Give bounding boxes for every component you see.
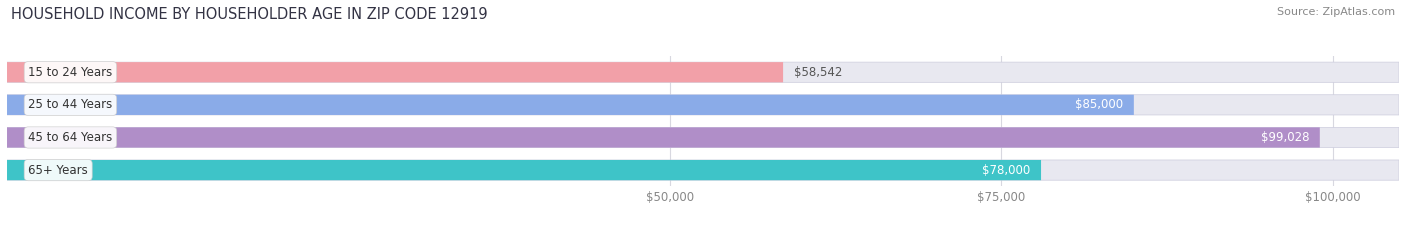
Text: 45 to 64 Years: 45 to 64 Years (28, 131, 112, 144)
FancyBboxPatch shape (7, 95, 1133, 115)
Text: 15 to 24 Years: 15 to 24 Years (28, 66, 112, 79)
FancyBboxPatch shape (7, 127, 1399, 147)
Text: $58,542: $58,542 (794, 66, 842, 79)
Text: $85,000: $85,000 (1076, 98, 1123, 111)
FancyBboxPatch shape (7, 62, 783, 82)
FancyBboxPatch shape (7, 160, 1399, 180)
FancyBboxPatch shape (7, 95, 1399, 115)
Text: HOUSEHOLD INCOME BY HOUSEHOLDER AGE IN ZIP CODE 12919: HOUSEHOLD INCOME BY HOUSEHOLDER AGE IN Z… (11, 7, 488, 22)
Text: 65+ Years: 65+ Years (28, 164, 89, 177)
Text: Source: ZipAtlas.com: Source: ZipAtlas.com (1277, 7, 1395, 17)
Text: 25 to 44 Years: 25 to 44 Years (28, 98, 112, 111)
FancyBboxPatch shape (7, 160, 1040, 180)
FancyBboxPatch shape (7, 62, 1399, 82)
FancyBboxPatch shape (7, 127, 1320, 147)
Text: $78,000: $78,000 (983, 164, 1031, 177)
Text: $99,028: $99,028 (1261, 131, 1309, 144)
